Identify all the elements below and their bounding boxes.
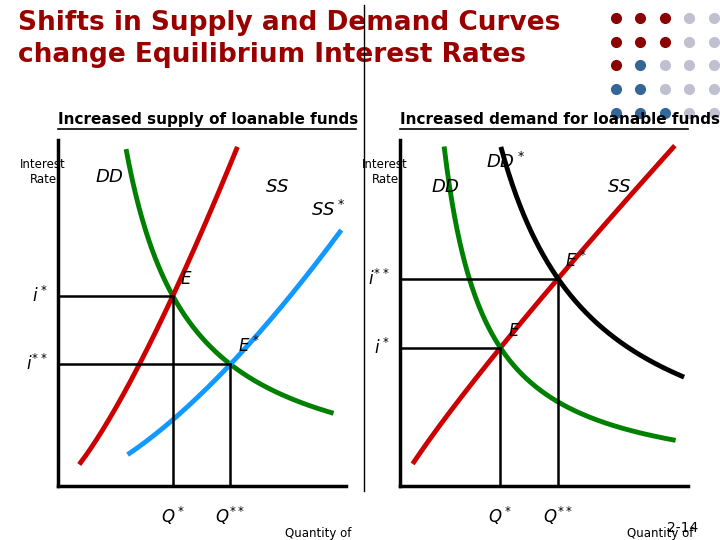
Text: Interest
Rate: Interest Rate [362, 158, 408, 186]
Text: $E$: $E$ [508, 322, 520, 340]
Text: Interest
Rate: Interest Rate [20, 158, 66, 186]
Text: $Q^{**}$: $Q^{**}$ [215, 505, 246, 527]
Text: $i^{**}$: $i^{**}$ [368, 268, 390, 289]
Text: $SS$: $SS$ [265, 178, 289, 196]
Text: $i^*$: $i^*$ [32, 286, 48, 306]
Text: $Q^{**}$: $Q^{**}$ [543, 505, 573, 527]
Text: Quantity of
Funds Demanded: Quantity of Funds Demanded [590, 528, 693, 540]
Text: $DD^*$: $DD^*$ [486, 152, 526, 172]
Text: $SS$: $SS$ [607, 178, 631, 196]
Text: $Q^*$: $Q^*$ [488, 505, 513, 527]
Text: $DD$: $DD$ [431, 178, 460, 196]
Text: 2-14: 2-14 [667, 521, 698, 535]
Text: Increased supply of loanable funds: Increased supply of loanable funds [58, 112, 358, 127]
Text: Shifts in Supply and Demand Curves
change Equilibrium Interest Rates: Shifts in Supply and Demand Curves chang… [18, 10, 560, 68]
Text: $SS^*$: $SS^*$ [311, 200, 346, 220]
Text: $i^*$: $i^*$ [374, 338, 390, 358]
Text: $i^{**}$: $i^{**}$ [26, 354, 48, 374]
Text: $E^*$: $E^*$ [565, 251, 587, 271]
Text: $DD$: $DD$ [95, 168, 124, 186]
Text: Quantity of
Funds Supplied: Quantity of Funds Supplied [261, 528, 351, 540]
Text: Increased demand for loanable funds: Increased demand for loanable funds [400, 112, 719, 127]
Text: $E$: $E$ [180, 270, 192, 288]
Text: $E^*$: $E^*$ [238, 336, 259, 356]
Text: $Q^*$: $Q^*$ [161, 505, 185, 527]
